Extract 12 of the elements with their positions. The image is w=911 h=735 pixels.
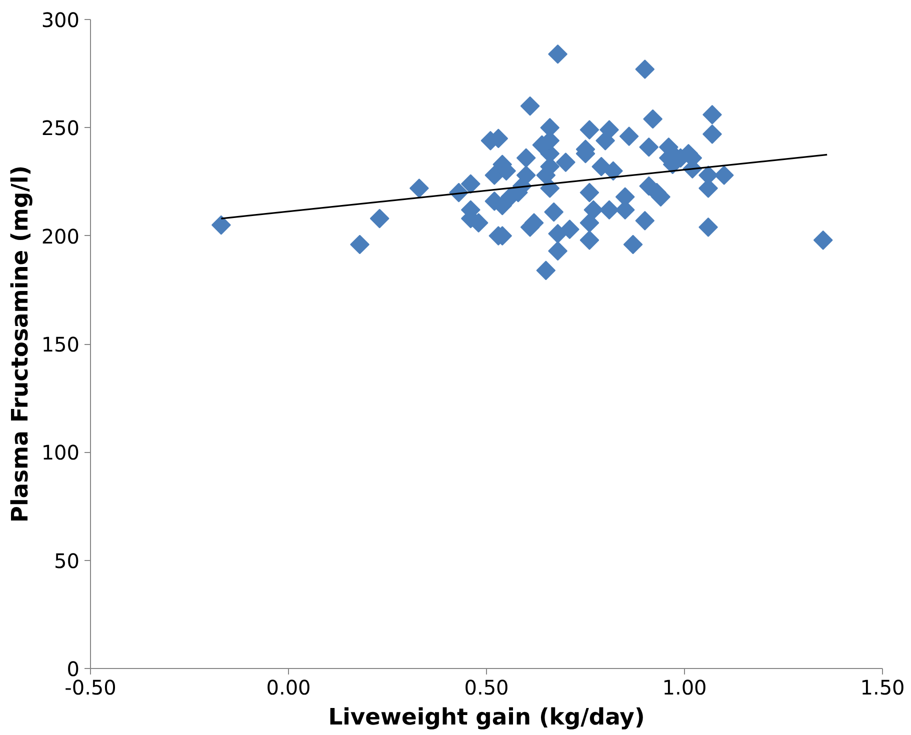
y-tick-label: 150: [41, 332, 80, 356]
y-tick-label: 300: [41, 8, 80, 32]
x-tick-label: 0.00: [266, 676, 311, 700]
y-tick-label: 100: [41, 440, 80, 465]
y-tick-label: 200: [41, 224, 80, 248]
x-tick-label: 1.50: [860, 676, 905, 700]
x-tick-label: 0.50: [464, 676, 509, 700]
y-tick-label: 250: [41, 116, 80, 140]
y-axis-title: Plasma Fructosamine (mg/l): [8, 165, 34, 523]
y-tick-label: 50: [54, 548, 80, 573]
x-axis-title: Liveweight gain (kg/day): [328, 704, 645, 730]
x-tick-label: 1.00: [662, 676, 707, 700]
